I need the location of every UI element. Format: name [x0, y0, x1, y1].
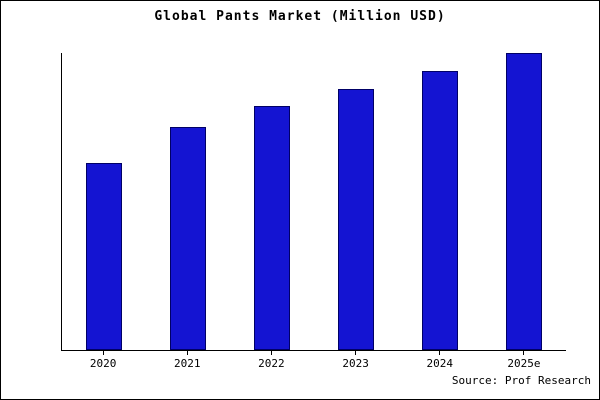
bar: [506, 53, 542, 350]
bar-column: [230, 53, 314, 350]
tick-cell: [398, 351, 482, 355]
axis-tick: [355, 351, 357, 355]
bar: [170, 127, 206, 350]
x-axis-label: 2022: [258, 357, 285, 370]
x-axis-label: 2020: [89, 357, 117, 370]
source-label: Source: Prof Research: [451, 374, 591, 387]
tick-cell: [314, 351, 398, 355]
x-axis-label: 2023: [342, 357, 369, 370]
tick-cell: [145, 351, 229, 355]
axis-tick: [270, 351, 272, 355]
x-axis-label: 2025e: [507, 357, 541, 370]
bar-column: [62, 53, 146, 350]
bars: [62, 53, 566, 350]
bar: [254, 106, 290, 350]
axis-tick: [439, 351, 441, 355]
x-axis-label: 2024: [426, 357, 454, 370]
chart-title: Global Pants Market (Million USD): [154, 9, 446, 24]
tick-cell: [482, 351, 566, 355]
bar: [422, 70, 458, 350]
plot-area: [61, 53, 566, 351]
bar-column: [482, 53, 566, 350]
axis-tick: [523, 351, 525, 355]
axis-tick: [186, 351, 188, 355]
bar: [86, 162, 122, 350]
tick-cell: [61, 351, 145, 355]
bar-column: [398, 53, 482, 350]
x-axis-ticks: [61, 351, 566, 355]
bar-column: [314, 53, 398, 350]
x-axis-label: 2021: [174, 357, 201, 370]
bar-column: [146, 53, 230, 350]
x-axis-labels: 2020 2021 2022 2023 2024 2025e: [61, 357, 566, 370]
bar: [338, 88, 374, 350]
axis-tick: [102, 351, 104, 355]
tick-cell: [229, 351, 313, 355]
